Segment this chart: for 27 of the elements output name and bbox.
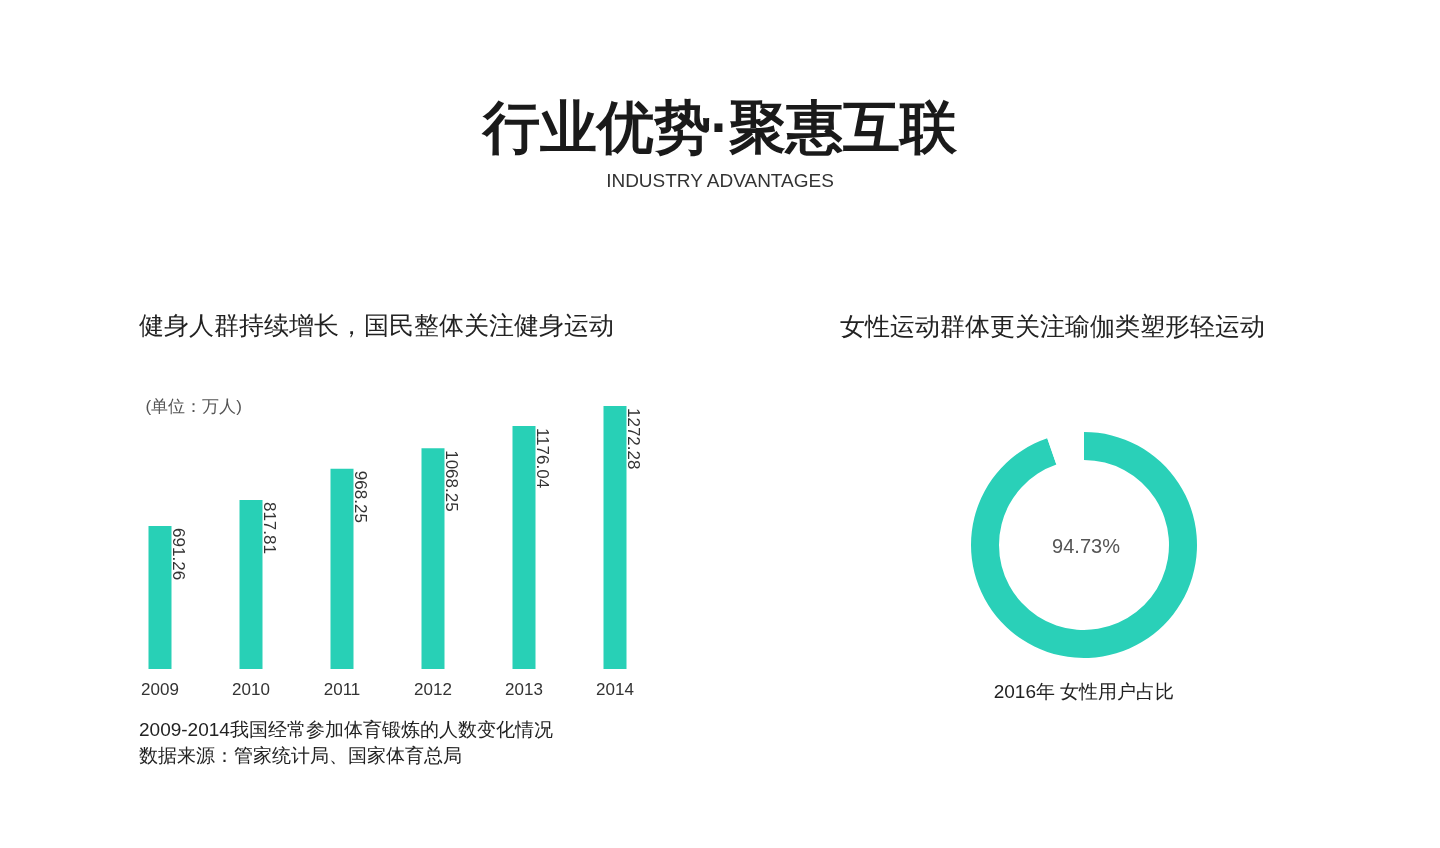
bar <box>239 499 263 669</box>
x-tick-label: 2009 <box>141 679 179 699</box>
data-label: 1176.04 <box>533 427 552 489</box>
x-tick-label: 2010 <box>232 679 270 699</box>
x-tick-label: 2011 <box>323 679 361 699</box>
bar <box>512 425 536 669</box>
bar <box>421 448 445 669</box>
text: 2009-2014我国经常参加体育锻炼的人数变化情况 <box>139 718 553 742</box>
bar <box>148 526 172 669</box>
text: 行业优势·聚惠互联 <box>481 94 959 160</box>
data-label: 817.81 <box>260 501 279 554</box>
x-tick-label: 2014 <box>596 679 634 699</box>
data-label: 1068.25 <box>442 450 461 512</box>
bar <box>330 468 354 669</box>
chart-title: 健身人群持续增长，国民整体关注健身运动 <box>139 311 614 339</box>
bar <box>603 406 627 669</box>
y-axis-title: (单位：万人) <box>145 396 242 416</box>
source-note: 数据来源：管家统计局、国家体育总局 <box>139 744 462 768</box>
x-tick-label: 2013 <box>505 679 543 699</box>
data-label: 94.73% <box>1052 535 1121 557</box>
data-label: 1272.28 <box>624 408 643 470</box>
x-tick-label: 2012 <box>414 679 452 699</box>
text: INDUSTRY ADVANTAGES <box>605 169 835 193</box>
data-label: 968.25 <box>351 470 370 523</box>
text: 2016年 女性用户占比 <box>993 680 1175 704</box>
chart-title: 女性运动群体更关注瑜伽类塑形轻运动 <box>840 312 1265 340</box>
data-label: 691.26 <box>169 528 188 581</box>
